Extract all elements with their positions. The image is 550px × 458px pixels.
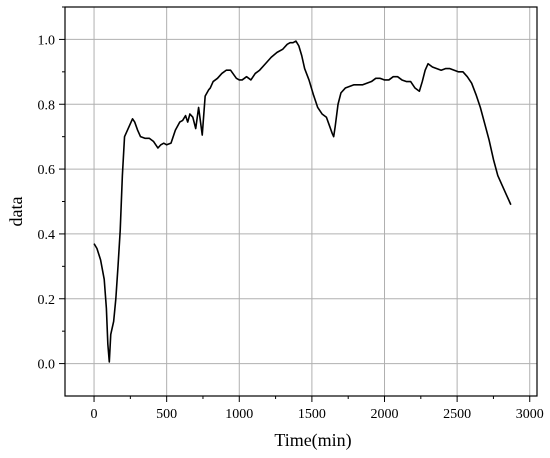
series-line [93, 40, 512, 363]
y-axis-title: data [6, 197, 26, 227]
x-tick-label: 0 [91, 407, 98, 422]
x-axis-title: Time(min) [274, 430, 351, 451]
y-tick-label: 0.8 [38, 98, 56, 113]
y-tick-label: 0.2 [38, 293, 56, 308]
y-tick-label: 0.6 [38, 163, 56, 178]
grid-lines [65, 7, 537, 396]
y-tick-label: 1.0 [38, 33, 56, 48]
y-tick-label: 0.4 [38, 228, 56, 243]
x-tick-label: 1000 [225, 407, 253, 422]
x-tick-label: 2000 [371, 407, 399, 422]
tick-labels: 0 500 1000 1500 2000 2500 3000 0.0 0.2 0.4 0.6 0.8 1… [38, 33, 544, 422]
series-layer [93, 40, 512, 363]
x-tick-label: 2500 [443, 407, 471, 422]
x-tick-label: 3000 [516, 407, 544, 422]
x-tick-label: 1500 [298, 407, 326, 422]
y-tick-label: 0.0 [38, 358, 56, 373]
axes [59, 6, 538, 402]
x-tick-label: 500 [156, 407, 177, 422]
plot-frame [64, 6, 538, 397]
